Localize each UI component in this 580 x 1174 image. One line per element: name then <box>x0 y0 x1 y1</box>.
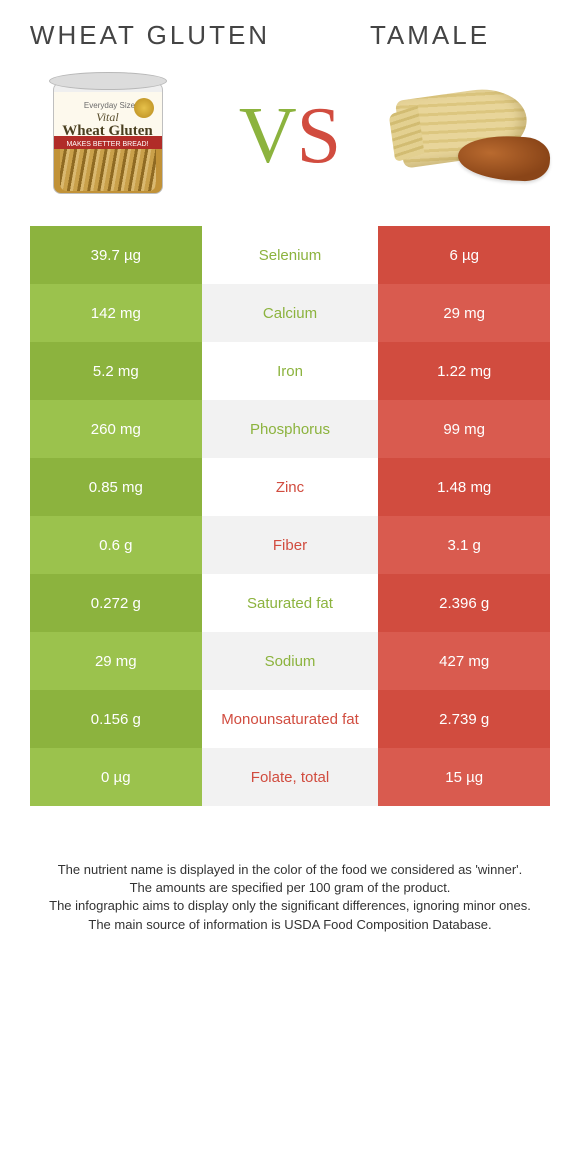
nutrient-name: Iron <box>202 342 379 400</box>
value-right: 29 mg <box>378 284 550 342</box>
value-left: 29 mg <box>30 632 202 690</box>
table-row: 5.2 mgIron1.22 mg <box>30 342 550 400</box>
table-row: 39.7 µgSelenium6 µg <box>30 226 550 284</box>
nutrient-name: Calcium <box>202 284 379 342</box>
table-row: 0 µgFolate, total15 µg <box>30 748 550 806</box>
value-right: 1.22 mg <box>378 342 550 400</box>
value-right: 6 µg <box>378 226 550 284</box>
footer-notes: The nutrient name is displayed in the co… <box>30 861 550 934</box>
gold-badge-icon <box>134 98 154 118</box>
nutrient-name: Saturated fat <box>202 574 379 632</box>
table-row: 260 mgPhosphorus99 mg <box>30 400 550 458</box>
value-left: 0.6 g <box>30 516 202 574</box>
wheat-texture-icon <box>60 149 156 191</box>
value-left: 0 µg <box>30 748 202 806</box>
nutrient-name: Zinc <box>202 458 379 516</box>
table-row: 0.85 mgZinc1.48 mg <box>30 458 550 516</box>
tamale-icon <box>395 86 550 186</box>
title-right: Tamale <box>304 20 556 51</box>
footer-line: The nutrient name is displayed in the co… <box>30 861 550 879</box>
footer-line: The infographic aims to display only the… <box>30 897 550 915</box>
table-row: 142 mgCalcium29 mg <box>30 284 550 342</box>
footer-line: The amounts are specified per 100 gram o… <box>30 879 550 897</box>
can-word-gluten: Wheat Gluten <box>62 124 154 140</box>
footer-line: The main source of information is USDA F… <box>30 916 550 934</box>
value-left: 0.272 g <box>30 574 202 632</box>
value-right: 15 µg <box>378 748 550 806</box>
can-word-vital: Vital <box>96 110 118 124</box>
value-right: 3.1 g <box>378 516 550 574</box>
table-row: 0.156 gMonounsaturated fat2.739 g <box>30 690 550 748</box>
wheat-gluten-can-icon: Everyday Size Vital Wheat Gluten MAKES B… <box>49 72 167 200</box>
value-left: 39.7 µg <box>30 226 202 284</box>
nutrient-name: Folate, total <box>202 748 379 806</box>
can-lid-icon <box>49 72 167 90</box>
vs-label: VS <box>239 91 341 182</box>
food-image-right <box>395 71 550 201</box>
value-left: 142 mg <box>30 284 202 342</box>
value-right: 2.396 g <box>378 574 550 632</box>
nutrient-name: Monounsaturated fat <box>202 690 379 748</box>
hero-row: Everyday Size Vital Wheat Gluten MAKES B… <box>0 61 580 226</box>
value-right: 99 mg <box>378 400 550 458</box>
title-left: Wheat gluten <box>24 20 276 51</box>
nutrient-name: Phosphorus <box>202 400 379 458</box>
value-right: 427 mg <box>378 632 550 690</box>
value-left: 0.156 g <box>30 690 202 748</box>
food-image-left: Everyday Size Vital Wheat Gluten MAKES B… <box>30 71 185 201</box>
table-row: 29 mgSodium427 mg <box>30 632 550 690</box>
vs-v: V <box>239 91 297 182</box>
title-row: Wheat gluten Tamale <box>0 0 580 61</box>
table-row: 0.6 gFiber3.1 g <box>30 516 550 574</box>
nutrient-table: 39.7 µgSelenium6 µg142 mgCalcium29 mg5.2… <box>30 226 550 806</box>
value-left: 0.85 mg <box>30 458 202 516</box>
nutrient-name: Fiber <box>202 516 379 574</box>
value-right: 2.739 g <box>378 690 550 748</box>
value-right: 1.48 mg <box>378 458 550 516</box>
value-left: 260 mg <box>30 400 202 458</box>
value-left: 5.2 mg <box>30 342 202 400</box>
vs-s: S <box>297 91 342 182</box>
table-row: 0.272 gSaturated fat2.396 g <box>30 574 550 632</box>
nutrient-name: Selenium <box>202 226 379 284</box>
nutrient-name: Sodium <box>202 632 379 690</box>
